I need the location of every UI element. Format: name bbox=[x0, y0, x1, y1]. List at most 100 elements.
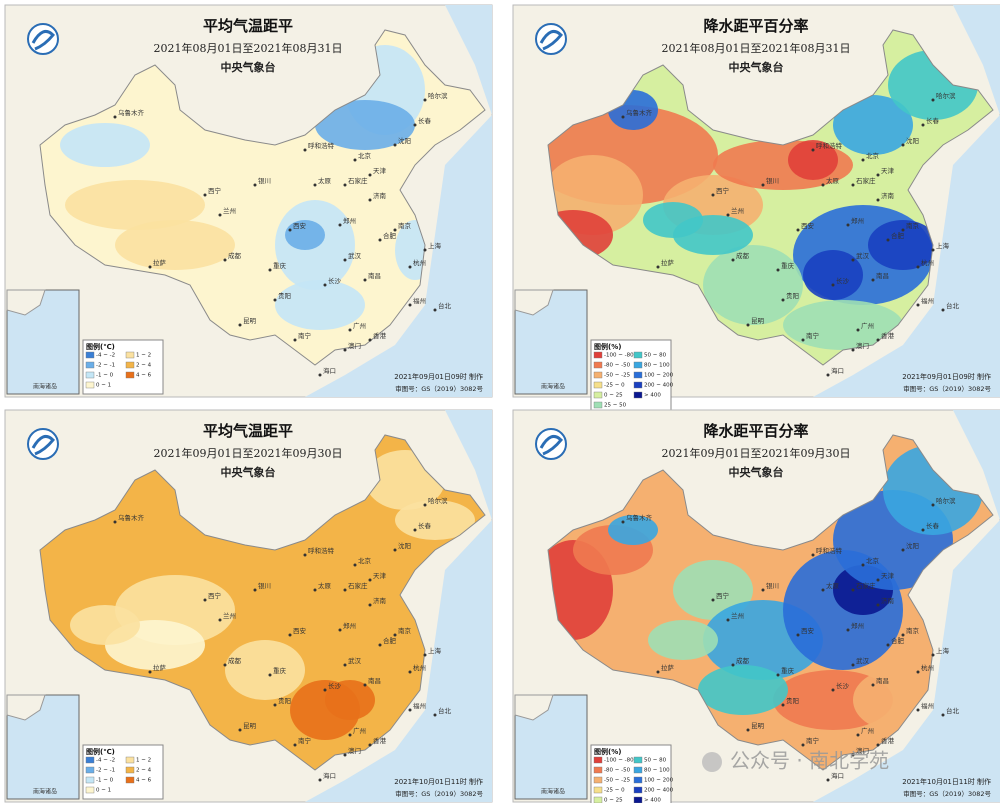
city-dot bbox=[393, 548, 397, 552]
city-dot bbox=[293, 743, 297, 747]
inset-label: 南海诸岛 bbox=[33, 788, 57, 796]
legend-swatch bbox=[593, 391, 603, 399]
city-label: 海口 bbox=[831, 771, 844, 780]
map-title: 平均气温距平 bbox=[203, 17, 293, 35]
city-label: 南昌 bbox=[876, 271, 889, 280]
anomaly-area bbox=[703, 245, 803, 325]
legend-swatch bbox=[125, 756, 135, 764]
city-label: 郑州 bbox=[851, 622, 864, 630]
city-label: 南京 bbox=[398, 626, 412, 635]
city-label: 昆明 bbox=[243, 317, 257, 325]
city-label: 香港 bbox=[881, 736, 895, 745]
city-label: 呼和浩特 bbox=[308, 141, 335, 150]
legend-swatch bbox=[633, 381, 643, 389]
legend-swatch bbox=[593, 351, 603, 359]
legend-swatch bbox=[633, 786, 643, 794]
city-dot bbox=[343, 663, 347, 667]
city-dot bbox=[203, 598, 207, 602]
city-label: 太原 bbox=[826, 176, 840, 185]
city-label: 济南 bbox=[881, 191, 895, 200]
city-dot bbox=[876, 578, 880, 582]
city-dot bbox=[368, 743, 372, 747]
legend-swatch bbox=[633, 371, 643, 379]
inset-land bbox=[514, 694, 554, 721]
anomaly-area bbox=[783, 300, 903, 350]
legend-label: 0 ~ 25 bbox=[604, 393, 623, 399]
legend-box bbox=[590, 744, 672, 803]
sea bbox=[305, 410, 492, 802]
city-label: 上海 bbox=[936, 646, 950, 655]
city-label: 广州 bbox=[861, 726, 874, 735]
legend-label: -100 ~ -80 bbox=[604, 758, 634, 764]
city-label: 天津 bbox=[373, 167, 387, 175]
footer-time: 2021年09月01日09时 制作 bbox=[902, 372, 991, 381]
city-dot bbox=[378, 643, 382, 647]
city-dot bbox=[811, 553, 815, 557]
city-dot bbox=[293, 338, 297, 342]
city-dot bbox=[916, 670, 920, 674]
city-dot bbox=[368, 198, 372, 202]
city-label: 银川 bbox=[766, 581, 779, 590]
legend-label: -2 ~ -1 bbox=[96, 768, 115, 774]
legend-swatch bbox=[633, 391, 643, 399]
sea bbox=[813, 410, 1000, 802]
city-label: 贵阳 bbox=[278, 291, 291, 300]
city-label: 重庆 bbox=[781, 261, 795, 270]
city-label: 香港 bbox=[373, 736, 387, 745]
city-dot bbox=[368, 173, 372, 177]
city-label: 台北 bbox=[946, 706, 960, 715]
city-dot bbox=[368, 578, 372, 582]
city-dot bbox=[273, 703, 277, 707]
city-dot bbox=[931, 248, 935, 252]
city-dot bbox=[781, 298, 785, 302]
city-dot bbox=[826, 778, 830, 782]
city-dot bbox=[886, 643, 890, 647]
inset-land bbox=[6, 694, 46, 721]
city-label: 西安 bbox=[293, 221, 307, 230]
city-label: 哈尔滨 bbox=[936, 91, 956, 100]
city-label: 长沙 bbox=[328, 681, 342, 690]
city-dot bbox=[826, 373, 830, 377]
city-label: 长沙 bbox=[328, 276, 342, 285]
legend-title: 图例(%) bbox=[594, 342, 621, 351]
city-dot bbox=[876, 338, 880, 342]
legend-swatch bbox=[125, 766, 135, 774]
legend-swatch bbox=[593, 401, 603, 409]
city-label: 昆明 bbox=[751, 317, 765, 325]
city-label: 长沙 bbox=[836, 276, 850, 285]
anomaly-area bbox=[833, 95, 913, 155]
legend-swatch bbox=[633, 756, 643, 764]
city-label: 长春 bbox=[926, 521, 940, 530]
city-label: 南宁 bbox=[806, 736, 820, 745]
city-dot bbox=[203, 193, 207, 197]
city-dot bbox=[393, 228, 397, 232]
map-issuer: 中央气象台 bbox=[729, 465, 784, 479]
watermark: 公众号 · 南北学苑 bbox=[702, 749, 889, 773]
city-label: 上海 bbox=[936, 241, 950, 250]
city-label: 成都 bbox=[736, 251, 750, 260]
city-dot bbox=[851, 663, 855, 667]
legend-label: 50 ~ 80 bbox=[644, 353, 667, 359]
city-label: 杭州 bbox=[413, 663, 426, 672]
legend-swatch bbox=[125, 776, 135, 784]
city-label: 南京 bbox=[906, 221, 920, 230]
anomaly-area bbox=[115, 220, 235, 270]
city-dot bbox=[851, 258, 855, 262]
city-label: 香港 bbox=[373, 331, 387, 340]
city-label: 西宁 bbox=[208, 186, 222, 195]
city-dot bbox=[776, 673, 780, 677]
city-dot bbox=[423, 98, 427, 102]
city-dot bbox=[851, 753, 855, 757]
city-label: 南宁 bbox=[298, 331, 312, 340]
legend-label: 0 ~ 1 bbox=[96, 788, 111, 794]
city-label: 长春 bbox=[418, 116, 432, 125]
city-dot bbox=[781, 703, 785, 707]
china-border bbox=[547, 434, 994, 771]
legend-label: 50 ~ 80 bbox=[644, 758, 667, 764]
legend-label: 80 ~ 100 bbox=[644, 768, 670, 774]
city-label: 澳门 bbox=[856, 746, 869, 755]
legend-label: -4 ~ -2 bbox=[96, 758, 115, 764]
city-label: 沈阳 bbox=[906, 136, 919, 145]
city-label: 贵阳 bbox=[786, 291, 799, 300]
legend-title: 图例(℃) bbox=[86, 342, 115, 351]
